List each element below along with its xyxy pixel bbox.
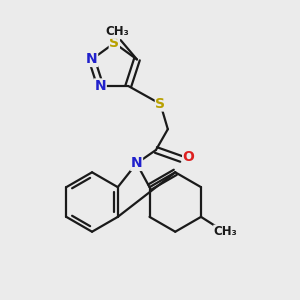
Text: S: S	[155, 97, 165, 111]
Text: N: N	[94, 79, 106, 93]
Text: CH₃: CH₃	[106, 25, 130, 38]
Text: N: N	[86, 52, 98, 66]
Text: O: O	[183, 150, 195, 164]
Text: N: N	[131, 156, 142, 170]
Text: CH₃: CH₃	[214, 225, 238, 238]
Text: S: S	[109, 36, 119, 50]
